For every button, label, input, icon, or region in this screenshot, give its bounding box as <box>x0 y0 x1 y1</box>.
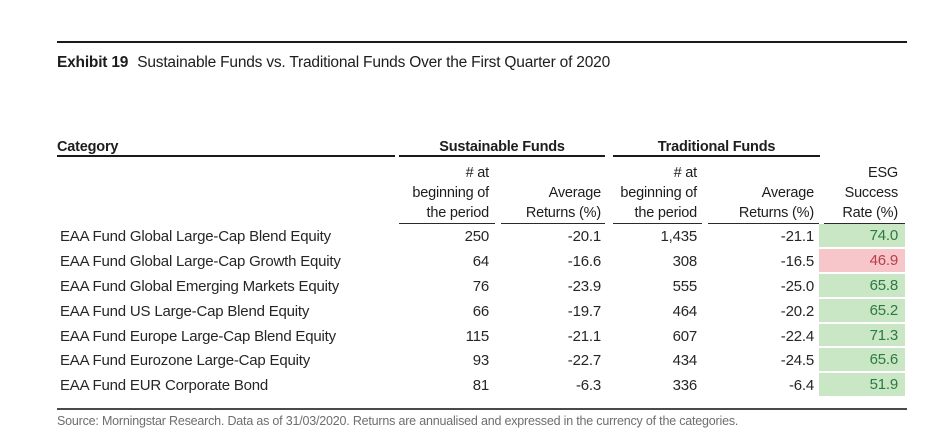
subheader-sustainable-count: # at beginning of the period <box>399 163 495 224</box>
traditional-count-cell: 336 <box>672 377 698 395</box>
sustainable-return-cell: -19.7 <box>567 302 601 320</box>
column-header-category: Category <box>57 139 395 157</box>
sustainable-count-cell: 93 <box>472 352 489 370</box>
funds-table: Category Sustainable Funds Traditional F… <box>57 137 905 399</box>
traditional-count-cell: 555 <box>672 277 698 295</box>
traditional-return-cell: -25.0 <box>780 277 814 295</box>
traditional-count-cell: 308 <box>672 252 698 270</box>
footer-rule <box>57 408 907 410</box>
traditional-return-cell: -16.5 <box>780 252 814 270</box>
esg-rate-cell: 51.9 <box>819 373 905 399</box>
esg-rate-cell: 65.2 <box>819 298 905 324</box>
sustainable-count-cell: 64 <box>472 252 489 270</box>
table-row: EAA Fund US Large-Cap Blend Equity 66 -1… <box>57 298 905 324</box>
sustainable-return-cell: -23.9 <box>567 277 601 295</box>
category-cell: EAA Fund Eurozone Large-Cap Equity <box>60 352 311 370</box>
traditional-return-cell: -22.4 <box>780 327 814 345</box>
esg-rate-cell: 65.6 <box>819 348 905 374</box>
top-rule <box>57 41 907 43</box>
esg-rate-cell: 46.9 <box>819 248 905 274</box>
group-header-row: Category Sustainable Funds Traditional F… <box>57 137 905 157</box>
traditional-count-cell: 434 <box>672 352 698 370</box>
sustainable-count-cell: 81 <box>472 377 489 395</box>
esg-rate-cell: 74.0 <box>819 224 905 249</box>
table-row: EAA Fund EUR Corporate Bond 81 -6.3 336 … <box>57 373 905 399</box>
exhibit-title-text: Sustainable Funds vs. Traditional Funds … <box>137 54 610 71</box>
traditional-count-cell: 607 <box>672 327 698 345</box>
traditional-return-cell: -24.5 <box>780 352 814 370</box>
group-header-traditional: Traditional Funds <box>613 139 820 157</box>
traditional-return-cell: -20.2 <box>780 302 814 320</box>
subheader-traditional-count: # at beginning of the period <box>613 163 702 224</box>
exhibit-label: Exhibit 19 <box>57 54 129 71</box>
traditional-count-cell: 464 <box>672 302 698 320</box>
table-row: EAA Fund Europe Large-Cap Blend Equity 1… <box>57 323 905 349</box>
sustainable-count-cell: 250 <box>464 227 490 245</box>
category-cell: EAA Fund EUR Corporate Bond <box>60 377 269 395</box>
sustainable-return-cell: -22.7 <box>567 352 601 370</box>
table-row: EAA Fund Global Large-Cap Blend Equity 2… <box>57 224 905 249</box>
exhibit-title: Exhibit 19 Sustainable Funds vs. Traditio… <box>57 54 610 72</box>
traditional-return-cell: -21.1 <box>780 227 814 245</box>
source-note: Source: Morningstar Research. Data as of… <box>57 414 739 428</box>
table-row: EAA Fund Global Emerging Markets Equity … <box>57 273 905 299</box>
subheader-traditional-return: Average Returns (%) <box>708 183 819 224</box>
traditional-return-cell: -6.4 <box>788 377 814 395</box>
category-cell: EAA Fund Global Emerging Markets Equity <box>60 277 340 295</box>
category-cell: EAA Fund Global Large-Cap Growth Equity <box>60 252 341 270</box>
category-cell: EAA Fund Europe Large-Cap Blend Equity <box>60 327 336 345</box>
esg-rate-cell: 71.3 <box>819 323 905 349</box>
subheader-sustainable-return: Average Returns (%) <box>501 183 605 224</box>
sustainable-return-cell: -21.1 <box>567 327 601 345</box>
sustainable-return-cell: -20.1 <box>567 227 601 245</box>
esg-rate-cell: 65.8 <box>819 273 905 299</box>
sustainable-count-cell: 115 <box>465 327 490 345</box>
table-row: EAA Fund Global Large-Cap Growth Equity … <box>57 248 905 274</box>
subheader-row: # at beginning of the period Average Ret… <box>57 157 905 224</box>
sustainable-return-cell: -6.3 <box>575 377 601 395</box>
subheader-esg: ESG Success Rate (%) <box>824 163 905 224</box>
group-header-sustainable: Sustainable Funds <box>399 139 605 157</box>
sustainable-return-cell: -16.6 <box>567 252 601 270</box>
traditional-count-cell: 1,435 <box>660 227 697 245</box>
table-row: EAA Fund Eurozone Large-Cap Equity 93 -2… <box>57 348 905 374</box>
category-cell: EAA Fund Global Large-Cap Blend Equity <box>60 227 331 245</box>
category-cell: EAA Fund US Large-Cap Blend Equity <box>60 302 310 320</box>
sustainable-count-cell: 66 <box>472 302 489 320</box>
sustainable-count-cell: 76 <box>472 277 489 295</box>
